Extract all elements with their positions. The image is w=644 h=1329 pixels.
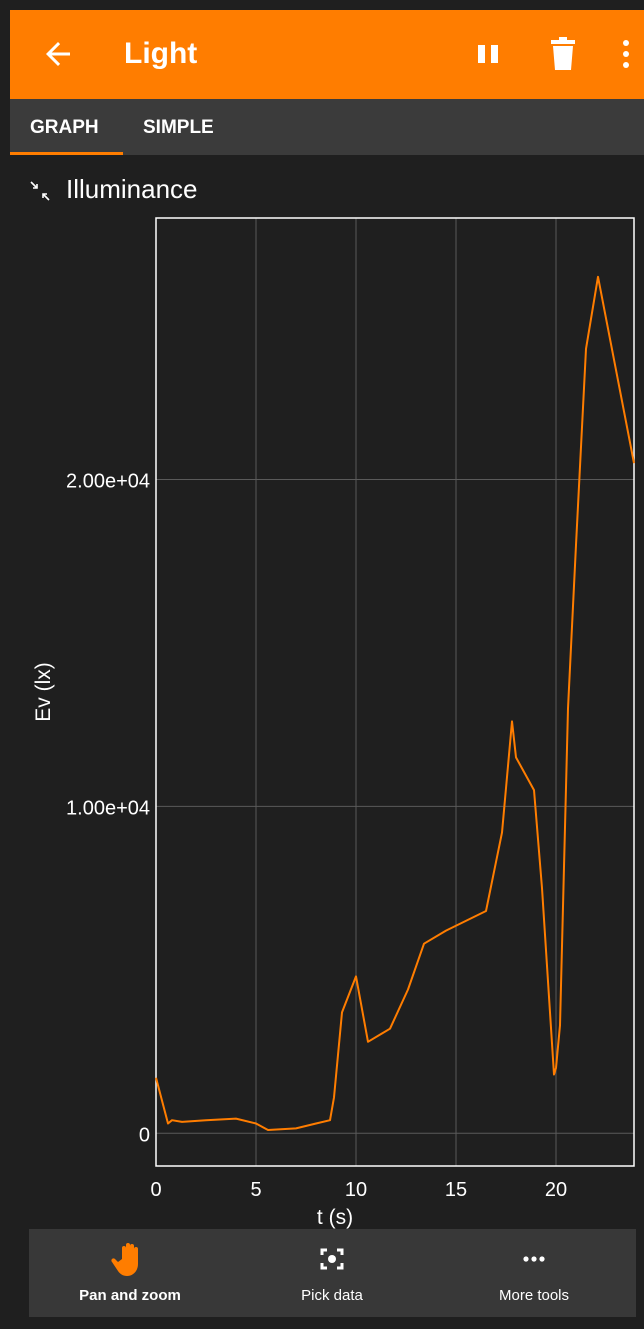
pan-zoom-button[interactable]: Pan and zoom	[29, 1229, 231, 1317]
pick-data-label: Pick data	[301, 1287, 363, 1304]
y-tick-label: 0	[139, 1124, 150, 1146]
series-line	[155, 275, 635, 1131]
app-bar: Light	[10, 10, 644, 99]
back-arrow-icon[interactable]	[40, 36, 76, 72]
target-icon	[320, 1248, 344, 1270]
tab-graph[interactable]: GRAPH	[30, 117, 99, 138]
tab-indicator	[10, 152, 123, 155]
tab-simple[interactable]: SIMPLE	[143, 117, 214, 138]
trash-icon[interactable]	[548, 34, 578, 74]
hand-icon	[111, 1243, 138, 1276]
app-title: Light	[124, 37, 198, 70]
illuminance-chart[interactable]: 0 5 10 15 20 0 1.00e+04 2.00e+04 t (s) Ev (lx)	[0, 0, 644, 1229]
plot-header: Illuminance	[10, 155, 644, 215]
x-tick-label: 0	[150, 1179, 161, 1201]
pick-data-button[interactable]: Pick data	[231, 1229, 433, 1317]
y-tick-label: 2.00e+04	[66, 471, 150, 493]
more-horiz-icon	[523, 1256, 545, 1262]
collapse-icon[interactable]	[28, 179, 52, 203]
more-vert-icon[interactable]	[614, 34, 638, 74]
x-tick-label: 20	[545, 1179, 567, 1201]
x-axis-label: t (s)	[317, 1206, 353, 1229]
plot-title: Illuminance	[66, 174, 198, 204]
y-tick-label: 1.00e+04	[66, 797, 150, 819]
x-tick-label: 15	[445, 1179, 467, 1201]
plot-frame	[155, 217, 635, 1167]
pan-zoom-label: Pan and zoom	[79, 1287, 181, 1304]
x-tick-label: 5	[250, 1179, 261, 1201]
bottom-toolbar: Pan and zoom Pick data More tools	[29, 1229, 636, 1317]
y-axis-label: Ev (lx)	[32, 662, 55, 722]
x-tick-label: 10	[345, 1179, 367, 1201]
pause-icon[interactable]	[472, 34, 504, 74]
more-tools-label: More tools	[498, 1287, 570, 1304]
more-tools-button[interactable]: More tools	[433, 1229, 635, 1317]
tab-bar: GRAPH SIMPLE	[10, 99, 644, 155]
